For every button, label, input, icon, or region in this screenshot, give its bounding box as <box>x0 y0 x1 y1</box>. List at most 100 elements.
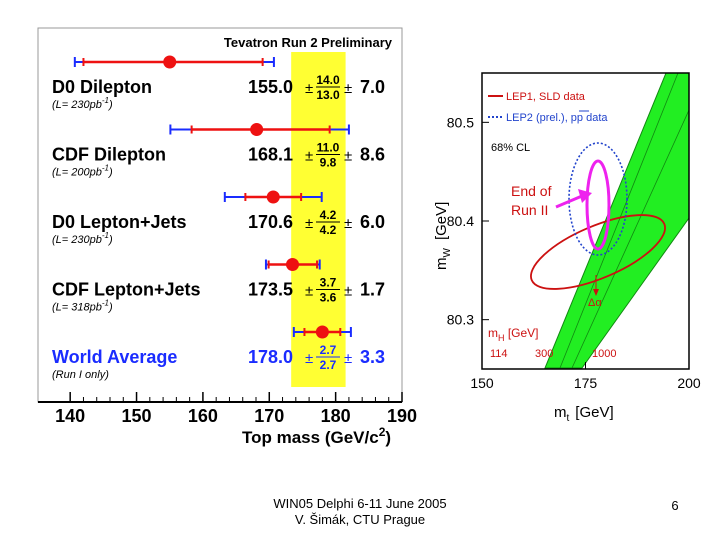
measurement-row: D0 Lepton+Jets(L= 230pb-1)170.6 ±4.24.2 ±6… <box>52 190 385 246</box>
chart-title: Tevatron Run 2 Preliminary <box>224 35 393 50</box>
measurement-name: CDF Lepton+Jets <box>52 280 201 300</box>
mt-tick-label: 175 <box>574 375 598 391</box>
measurement-name: CDF Dilepton <box>52 145 166 165</box>
run2-projection-contour <box>585 159 611 251</box>
stat-plus-minus: ± <box>305 283 313 300</box>
stat-error-down: 2.7 <box>320 358 337 372</box>
stat-plus-minus: ± <box>305 215 313 232</box>
syst-error: 6.0 <box>360 212 385 232</box>
measurement-name: D0 Dilepton <box>52 77 152 97</box>
luminosity-text: (L= 200pb <box>52 167 102 179</box>
central-value: 168.1 <box>248 145 293 165</box>
measurement-name: World Average <box>52 347 177 367</box>
mw-tick-label: 80.3 <box>447 312 474 328</box>
luminosity-text: (L= 230pb <box>52 99 102 111</box>
stat-error-down: 13.0 <box>316 88 340 102</box>
confidence-level-label: 68% CL <box>491 142 530 154</box>
footer: WIN05 Delphi 6-11 June 2005 V. Šimák, CT… <box>240 496 480 528</box>
stat-error-down: 3.6 <box>320 291 337 305</box>
mh-contour-line-1 <box>559 73 679 369</box>
central-value-point <box>163 55 177 69</box>
central-value: 170.6 <box>248 212 293 232</box>
mh-contour-line-2 <box>571 109 689 369</box>
x-axis-ticks: 140 150 160 170 180 190 <box>55 392 417 426</box>
top-mass-chart: Tevatron Run 2 Preliminary D0 Dilepton(L… <box>37 27 417 447</box>
page-number: 6 <box>671 498 679 513</box>
luminosity-text: (L= 318pb <box>52 302 102 314</box>
stat-plus-minus: ± <box>305 80 313 97</box>
lep2-pp-contour <box>568 142 628 256</box>
end-of-run2-arrowhead <box>578 189 592 203</box>
x-tick-label: 190 <box>387 406 417 426</box>
legend-lep1-label: LEP1, SLD data <box>506 91 586 103</box>
measurement-luminosity: (Run I only) <box>52 369 109 381</box>
stat-error-up: 3.7 <box>320 276 337 290</box>
mw-axis-label: mW [GeV] <box>433 202 453 270</box>
syst-error: 7.0 <box>360 77 385 97</box>
stat-plus-minus: ± <box>305 148 313 165</box>
measurement-luminosity: (L= 200pb-1) <box>52 164 113 179</box>
central-value-point <box>286 258 299 271</box>
mw-axis-unit: [GeV] <box>433 202 450 240</box>
higgs-mass-value-1000: 1000 <box>592 348 616 360</box>
central-value-point <box>250 123 264 136</box>
higgs-mass-symbol: m <box>488 326 498 340</box>
higgs-mass-label: mH [GeV] <box>488 326 539 343</box>
stat-error-down: 4.2 <box>320 223 337 237</box>
stat-error-up: 4.2 <box>320 208 337 222</box>
syst-error: 1.7 <box>360 280 385 300</box>
luminosity-exponent: -1 <box>102 96 109 105</box>
x-axis-label-close: ) <box>385 428 391 447</box>
syst-plus-minus: ± <box>344 283 352 300</box>
central-value-point <box>315 325 329 339</box>
luminosity-exponent: -1 <box>102 231 109 240</box>
luminosity-exponent: -1 <box>102 164 109 173</box>
measurement-luminosity: (L= 318pb-1) <box>52 299 113 314</box>
central-value: 173.5 <box>248 280 293 300</box>
delta-alpha-arrowhead <box>593 289 599 296</box>
mw-mt-chart: LEP1, SLD data LEP2 (prel.), pp data 68%… <box>433 72 701 424</box>
x-tick-label: 170 <box>254 406 284 426</box>
measurement-luminosity: (L= 230pb-1) <box>52 96 113 111</box>
higgs-mass-value-300: 300 <box>535 348 553 360</box>
stat-error-up: 11.0 <box>317 141 340 155</box>
mw-axis-symbol: m <box>433 258 450 271</box>
mw-axis-sub: W <box>442 248 453 258</box>
mt-tick-label: 200 <box>677 375 701 391</box>
luminosity-text: (Run I only) <box>52 369 109 381</box>
measurement-name: D0 Lepton+Jets <box>52 212 187 232</box>
higgs-mass-value-114: 114 <box>490 348 508 360</box>
end-of-run2-line1: End of <box>511 183 552 199</box>
luminosity-close: ) <box>107 99 113 111</box>
mt-axis-sub: t <box>567 413 570 424</box>
luminosity-close: ) <box>107 302 113 314</box>
stat-error-up: 14.0 <box>316 73 340 87</box>
stat-error-down: 9.8 <box>320 156 337 170</box>
stat-plus-minus: ± <box>305 350 313 367</box>
mw-tick-label: 80.5 <box>447 114 474 130</box>
central-value: 178.0 <box>248 347 293 367</box>
measurement-row: CDF Dilepton(L= 200pb-1)168.1 ±11.09.8 ±8.… <box>52 123 385 179</box>
central-value-point <box>266 190 280 204</box>
x-tick-label: 150 <box>122 406 152 426</box>
stat-error-up: 2.7 <box>320 343 337 357</box>
x-axis-label-text: Top mass (GeV/c <box>242 428 379 447</box>
luminosity-close: ) <box>107 234 113 246</box>
syst-error: 3.3 <box>360 347 385 367</box>
syst-plus-minus: ± <box>344 80 352 97</box>
higgs-mass-sub: H <box>498 333 505 343</box>
mt-axis-label: mt [GeV] <box>554 404 614 424</box>
end-of-run2-annotation: End of Run II <box>511 183 555 218</box>
luminosity-text: (L= 230pb <box>52 234 102 246</box>
luminosity-close: ) <box>107 167 113 179</box>
higgs-mass-unit: [GeV] <box>505 326 539 340</box>
syst-plus-minus: ± <box>344 350 352 367</box>
mt-tick-label: 150 <box>470 375 494 391</box>
syst-plus-minus: ± <box>344 148 352 165</box>
x-tick-label: 160 <box>188 406 218 426</box>
syst-error: 8.6 <box>360 145 385 165</box>
mt-axis-unit: [GeV] <box>575 404 613 421</box>
measurement-row: CDF Lepton+Jets(L= 318pb-1) 173.5 ±3.73.6 ±… <box>52 258 385 314</box>
measurements: D0 Dilepton(L= 230pb-1)155.0 ±14.013.0 ±7.… <box>52 55 385 381</box>
